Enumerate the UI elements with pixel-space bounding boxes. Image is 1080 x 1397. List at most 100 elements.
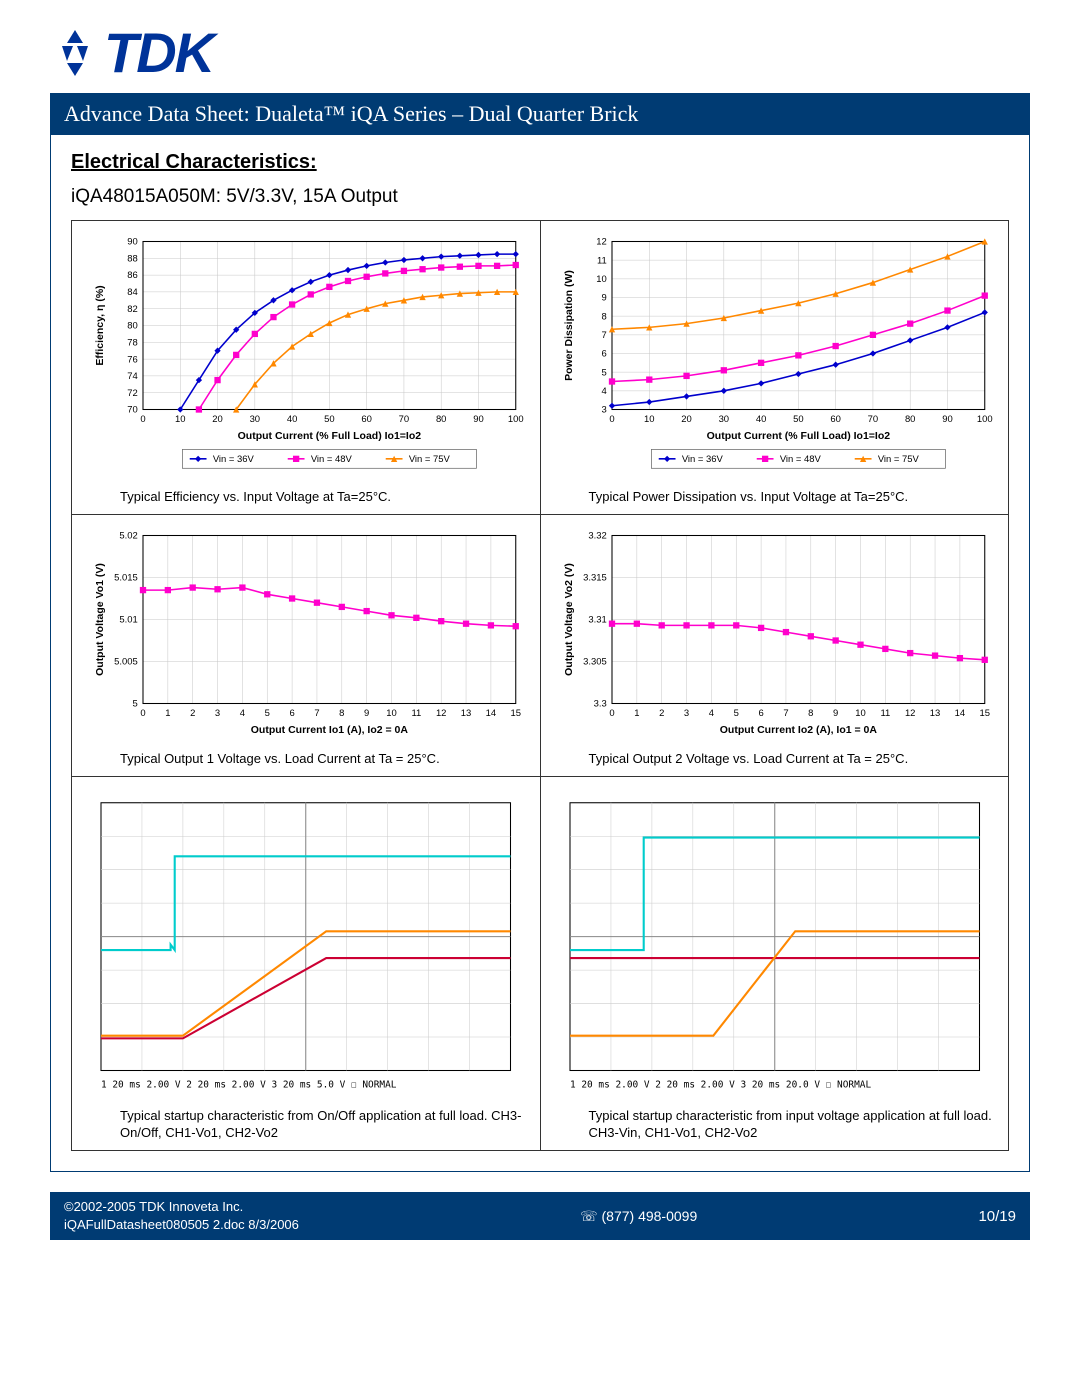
footer-left: ©2002-2005 TDK Innoveta Inc. iQAFullData… (64, 1198, 299, 1234)
powerdiss-caption: Typical Power Dissipation vs. Input Volt… (549, 489, 1001, 506)
svg-text:3.315: 3.315 (583, 573, 607, 584)
vout1-chart-cell: 012345678910111213141555.0055.015.0155.0… (72, 515, 541, 776)
svg-text:2: 2 (659, 708, 664, 719)
svg-text:Output Voltage Vo1 (V): Output Voltage Vo1 (V) (94, 563, 106, 676)
footer-page: 10/19 (978, 1208, 1016, 1225)
vout1-chart: 012345678910111213141555.0055.015.0155.0… (80, 525, 532, 746)
footer-docinfo: iQAFullDatasheet080505 2.doc 8/3/2006 (64, 1216, 299, 1234)
svg-text:3.31: 3.31 (588, 615, 606, 626)
svg-text:5: 5 (133, 699, 138, 710)
svg-text:Output Current Io2 (A), Io1 =: Output Current Io2 (A), Io1 = 0A (719, 724, 877, 736)
svg-text:11: 11 (880, 708, 890, 719)
svg-text:5: 5 (601, 367, 606, 378)
footer-phone: ☏ (877) 498-0099 (580, 1208, 697, 1225)
svg-text:0: 0 (609, 414, 614, 425)
svg-text:11: 11 (411, 708, 421, 719)
svg-text:30: 30 (250, 414, 261, 425)
tdk-logo: TDK (50, 20, 213, 85)
svg-text:3.32: 3.32 (588, 531, 606, 542)
svg-text:13: 13 (461, 708, 472, 719)
svg-text:86: 86 (127, 270, 138, 281)
svg-text:100: 100 (976, 414, 992, 425)
svg-text:90: 90 (473, 414, 484, 425)
svg-text:Efficiency, η (%): Efficiency, η (%) (94, 285, 106, 365)
svg-text:14: 14 (954, 708, 965, 719)
vout2-caption: Typical Output 2 Voltage vs. Load Curren… (549, 751, 1001, 768)
section-title: Electrical Characteristics: (71, 151, 1009, 174)
logo-row: TDK (50, 20, 1030, 85)
svg-text:0: 0 (140, 708, 145, 719)
svg-text:100: 100 (508, 414, 524, 425)
svg-text:30: 30 (718, 414, 729, 425)
svg-text:60: 60 (361, 414, 372, 425)
svg-text:90: 90 (127, 237, 138, 248)
svg-text:70: 70 (127, 405, 138, 416)
chart-row-1: 0102030405060708090100707274767880828486… (72, 221, 1008, 515)
svg-text:0: 0 (140, 414, 145, 425)
startup2-chart-cell: 1 20 ms 2.00 V 2 20 ms 2.00 V 3 20 ms 20… (541, 777, 1009, 1150)
powerdiss-chart: 01020304050607080901003456789101112Outpu… (549, 231, 1001, 483)
svg-text:Vin = 36V: Vin = 36V (681, 454, 723, 465)
svg-text:12: 12 (436, 708, 447, 719)
svg-text:12: 12 (596, 237, 607, 248)
svg-text:11: 11 (596, 255, 606, 266)
svg-text:9: 9 (601, 293, 606, 304)
svg-text:10: 10 (386, 708, 397, 719)
content-area: Electrical Characteristics: iQA48015A050… (50, 135, 1030, 1172)
svg-text:80: 80 (904, 414, 915, 425)
svg-text:5: 5 (265, 708, 270, 719)
svg-text:Vin = 36V: Vin = 36V (213, 454, 255, 465)
svg-text:1: 1 (165, 708, 170, 719)
svg-text:7: 7 (601, 330, 606, 341)
chart-row-2: 012345678910111213141555.0055.015.0155.0… (72, 515, 1008, 777)
efficiency-chart-cell: 0102030405060708090100707274767880828486… (72, 221, 541, 514)
svg-text:84: 84 (127, 287, 138, 298)
svg-text:5.005: 5.005 (114, 657, 138, 668)
svg-text:Power Dissipation (W): Power Dissipation (W) (563, 270, 575, 381)
svg-text:Output Voltage Vo2 (V): Output Voltage Vo2 (V) (563, 563, 575, 676)
part-subtitle: iQA48015A050M: 5V/3.3V, 15A Output (71, 186, 1009, 208)
svg-text:6: 6 (601, 349, 606, 360)
svg-text:3: 3 (215, 708, 220, 719)
svg-text:3.3: 3.3 (593, 699, 606, 710)
svg-text:80: 80 (436, 414, 447, 425)
svg-text:10: 10 (596, 274, 607, 285)
svg-text:4: 4 (708, 708, 713, 719)
svg-text:8: 8 (808, 708, 813, 719)
svg-text:Output Current Io1 (A), Io2 =: Output Current Io1 (A), Io2 = 0A (251, 724, 409, 736)
svg-text:2: 2 (190, 708, 195, 719)
svg-text:10: 10 (644, 414, 655, 425)
svg-text:88: 88 (127, 253, 138, 264)
svg-text:Vin = 48V: Vin = 48V (311, 454, 353, 465)
svg-text:4: 4 (240, 708, 245, 719)
svg-text:80: 80 (127, 321, 138, 332)
svg-text:50: 50 (324, 414, 335, 425)
logo-text: TDK (104, 20, 213, 85)
page-footer: ©2002-2005 TDK Innoveta Inc. iQAFullData… (50, 1192, 1030, 1240)
svg-text:70: 70 (867, 414, 878, 425)
vout1-caption: Typical Output 1 Voltage vs. Load Curren… (80, 751, 532, 768)
svg-text:Vin = 48V: Vin = 48V (779, 454, 821, 465)
header-title: Advance Data Sheet: Dualeta™ iQA Series … (64, 101, 638, 126)
startup1-chart-cell: 1 20 ms 2.00 V 2 20 ms 2.00 V 3 20 ms 5.… (72, 777, 541, 1150)
svg-text:15: 15 (511, 708, 522, 719)
footer-copyright: ©2002-2005 TDK Innoveta Inc. (64, 1198, 299, 1216)
svg-text:8: 8 (601, 311, 606, 322)
svg-text:50: 50 (793, 414, 804, 425)
svg-text:9: 9 (833, 708, 838, 719)
svg-text:1 20 ms 2.00 V 2 20 ms 2.00: 1 20 ms 2.00 V 2 20 ms 2.00 V 3 20 ms 5.… (101, 1080, 397, 1091)
svg-text:10: 10 (175, 414, 186, 425)
svg-text:Output Current (% Full Load): Output Current (% Full Load) Io1=Io2 (706, 430, 890, 442)
svg-text:7: 7 (314, 708, 319, 719)
svg-text:5.02: 5.02 (119, 531, 137, 542)
startup1-caption: Typical startup characteristic from On/O… (80, 1108, 532, 1142)
svg-text:6: 6 (758, 708, 763, 719)
svg-text:6: 6 (289, 708, 294, 719)
svg-text:1 20 ms 2.00 V 2 20 ms 2.00: 1 20 ms 2.00 V 2 20 ms 2.00 V 3 20 ms 20… (570, 1080, 871, 1091)
svg-text:82: 82 (127, 304, 138, 315)
svg-text:60: 60 (830, 414, 841, 425)
svg-text:8: 8 (339, 708, 344, 719)
startup2-chart: 1 20 ms 2.00 V 2 20 ms 2.00 V 3 20 ms 20… (549, 787, 1001, 1102)
chart-row-3: 1 20 ms 2.00 V 2 20 ms 2.00 V 3 20 ms 5.… (72, 777, 1008, 1150)
svg-text:40: 40 (287, 414, 298, 425)
